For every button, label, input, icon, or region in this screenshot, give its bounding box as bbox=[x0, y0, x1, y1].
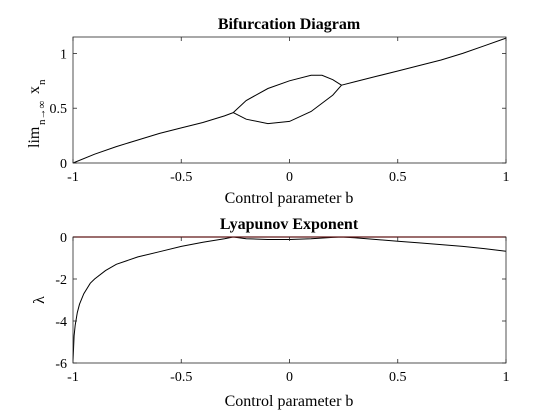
y-label-lim: lim bbox=[26, 126, 43, 148]
bifurcation-series-line-0 bbox=[72, 112, 234, 164]
bifurcation-y-tick-label: 0.5 bbox=[50, 102, 68, 117]
bifurcation-x-label: Control parameter b bbox=[225, 190, 354, 207]
y-label-variable-subscript: n bbox=[36, 79, 48, 85]
lyapunov-y-tick-label: -2 bbox=[55, 273, 67, 288]
bifurcation-y-tick-label: 1 bbox=[60, 47, 67, 62]
bifurcation-x-tick-label: -1 bbox=[67, 170, 79, 185]
y-label-limit-subscript: n→∞ bbox=[36, 101, 48, 126]
bifurcation-x-tick-label: 0 bbox=[286, 170, 293, 185]
lyapunov-y-tick-label: -6 bbox=[55, 357, 67, 372]
bifurcation-series-line-3 bbox=[341, 37, 507, 86]
bifurcation-x-tick-label: 0.5 bbox=[389, 170, 407, 185]
lyapunov-y-tick-label: -4 bbox=[55, 315, 67, 330]
bifurcation-panel: Bifurcation Diagram -1 -0.5 0 0.5 1 0 0.5 1 Con… bbox=[26, 16, 510, 207]
lyapunov-x-tick-label: -0.5 bbox=[170, 370, 192, 385]
bifurcation-title: Bifurcation Diagram bbox=[218, 16, 361, 33]
lyapunov-x-label: Control parameter b bbox=[225, 393, 354, 410]
lyapunov-y-label: λ bbox=[31, 296, 48, 304]
lyapunov-y-tick-label: 0 bbox=[60, 231, 67, 246]
bifurcation-series-line-2 bbox=[232, 84, 342, 125]
lyapunov-title: Lyapunov Exponent bbox=[220, 216, 359, 233]
bifurcation-x-tick-label: -0.5 bbox=[170, 170, 192, 185]
lyapunov-x-tick-label: 0 bbox=[286, 370, 293, 385]
lyapunov-series-line-0 bbox=[72, 236, 507, 361]
y-label-variable: x bbox=[26, 86, 43, 94]
bifurcation-x-tick-label: 1 bbox=[503, 170, 510, 185]
lyapunov-plot-area: -1 -0.5 0 0.5 1 -6 -4 -2 0 bbox=[55, 231, 509, 385]
bifurcation-y-tick-label: 0 bbox=[60, 157, 67, 172]
bifurcation-y-label: lim n→∞ x n bbox=[26, 79, 48, 148]
lyapunov-x-tick-label: 1 bbox=[503, 370, 510, 385]
bifurcation-series-line-1 bbox=[232, 74, 342, 113]
lyapunov-panel: Lyapunov Exponent -1 -0.5 0 0.5 1 -6 -4 -2 0 Con… bbox=[31, 216, 510, 410]
lyapunov-x-tick-label: 0.5 bbox=[389, 370, 407, 385]
lyapunov-x-tick-label: -1 bbox=[67, 370, 79, 385]
bifurcation-plot-area: -1 -0.5 0 0.5 1 0 0.5 1 bbox=[50, 36, 510, 185]
